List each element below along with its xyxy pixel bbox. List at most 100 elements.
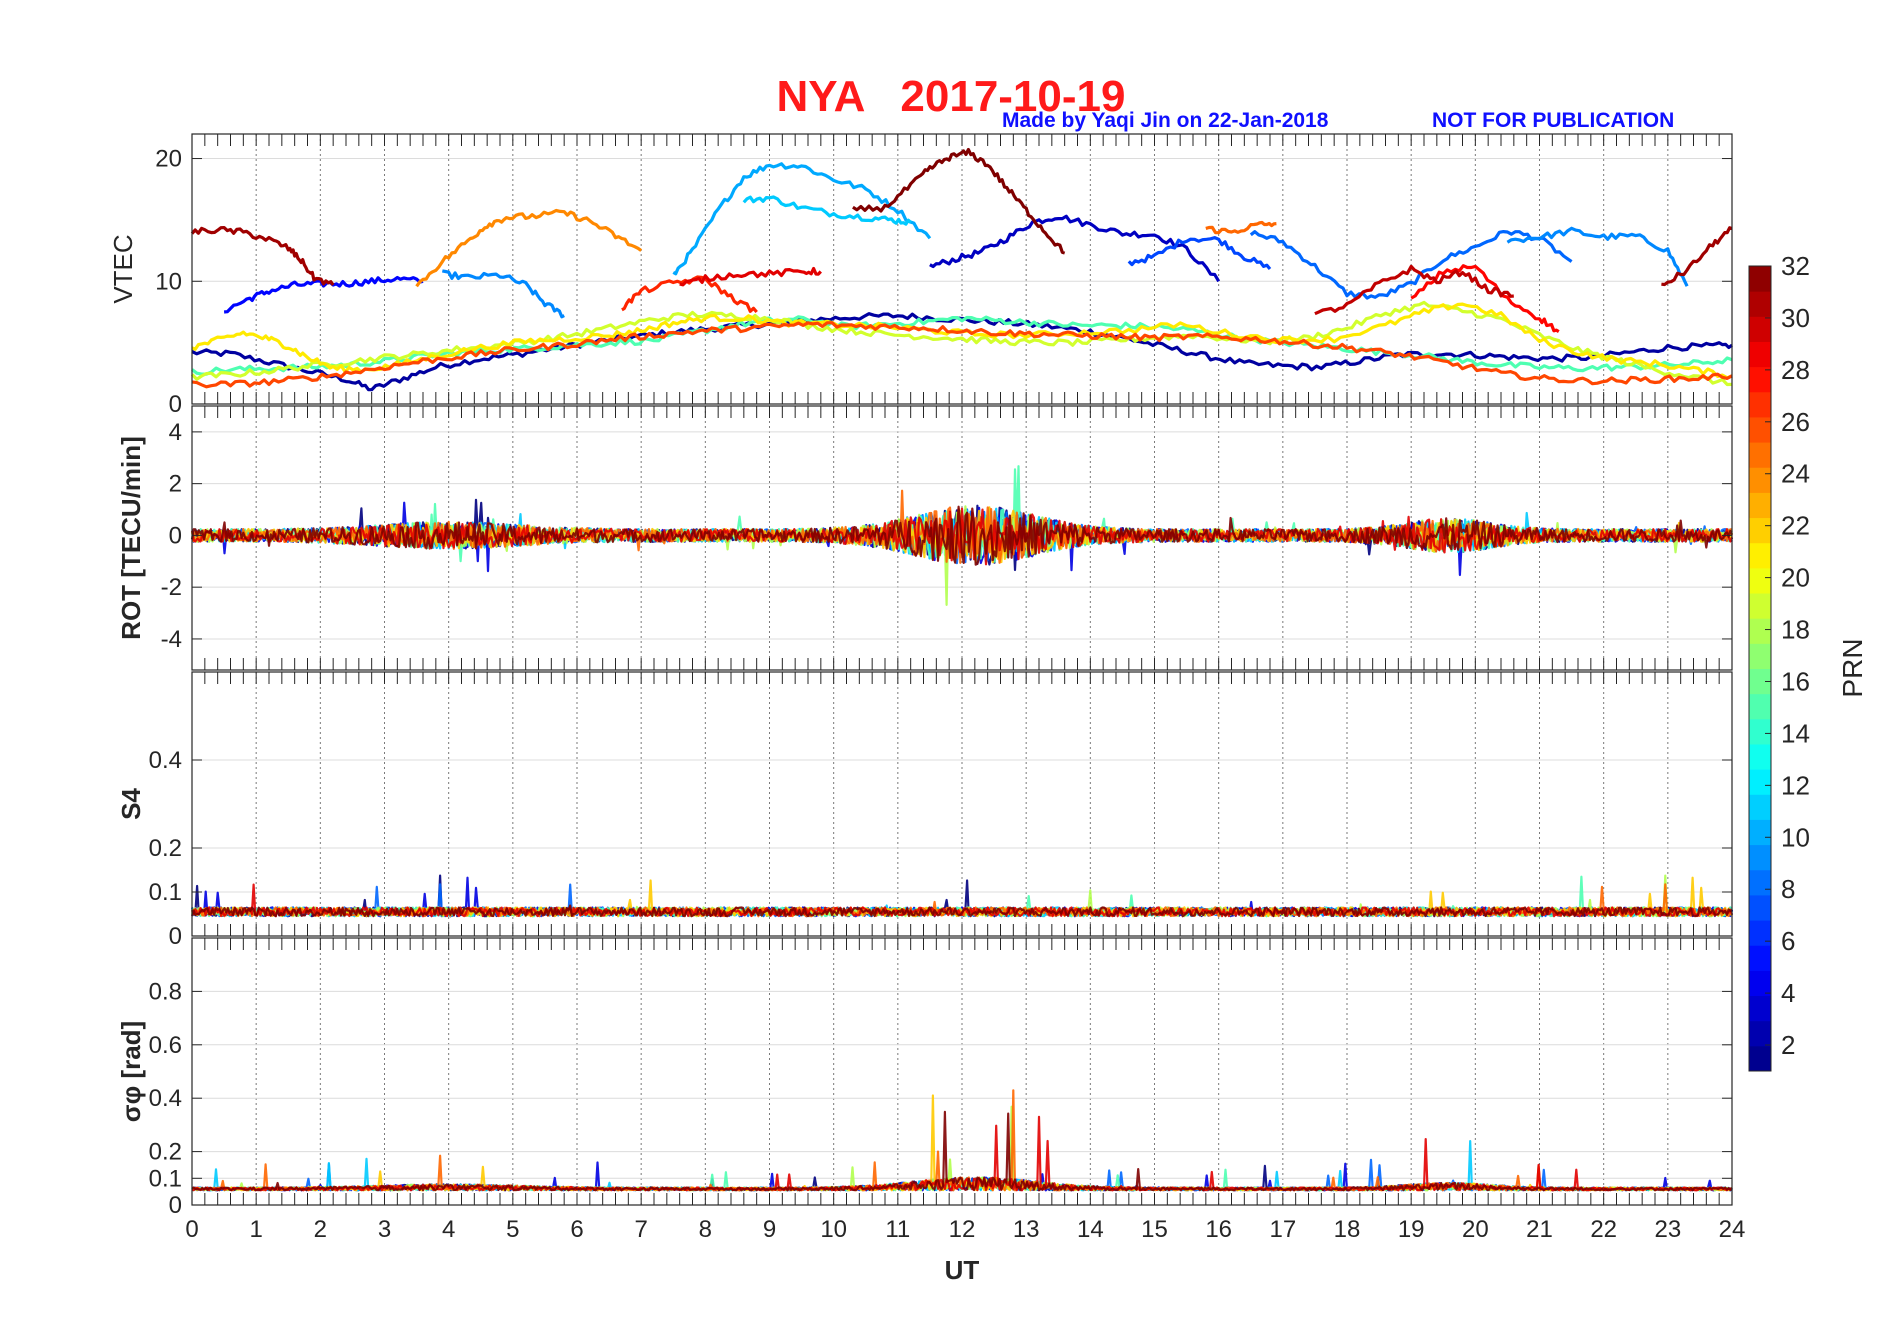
vtec-series-prn-21 [191, 302, 1733, 380]
rot-ytick-label: -2 [161, 574, 182, 601]
vtec-series-prn-30 [1314, 264, 1514, 316]
colorbar-segment [1749, 416, 1771, 443]
rot-ytick-label: 2 [169, 471, 182, 498]
colorbar-tick-label: 12 [1781, 770, 1810, 800]
colorbar-tick-label: 24 [1781, 459, 1810, 489]
s4-ytick-label: 0.1 [149, 879, 182, 906]
vtec-series-prn-10 [672, 162, 932, 276]
xtick-label: 24 [1719, 1216, 1746, 1243]
s4-ytick-label: 0 [169, 923, 182, 950]
colorbar-segment [1749, 794, 1771, 820]
s4-ytick-label: 0.2 [149, 835, 182, 862]
vtec-series-prn-3 [929, 214, 1221, 283]
colorbar-segment [1749, 316, 1771, 342]
colorbar-segment [1749, 894, 1771, 921]
colorbar-segment [1749, 693, 1771, 720]
sigma_phi-trace-prn-32 [191, 1110, 1733, 1192]
colorbar-segment [1749, 1045, 1771, 1072]
colorbar-segment [1749, 920, 1771, 946]
sigma_phi-ytick-label: 0.2 [149, 1139, 182, 1166]
colorbar-segment [1749, 492, 1771, 519]
colorbar-tick-label: 30 [1781, 303, 1810, 333]
figure-title: NYA 2017-10-19 [776, 72, 1126, 121]
colorbar-tick-label: 18 [1781, 615, 1810, 645]
sigma_phi-ytick-label: 0.4 [149, 1085, 182, 1112]
colorbar-tick-label: 16 [1781, 666, 1810, 696]
xtick-label: 8 [699, 1216, 712, 1243]
colorbar-segment [1749, 995, 1771, 1022]
vtec-series-prn-25 [1205, 220, 1277, 235]
xtick-label: 7 [634, 1216, 647, 1243]
colorbar-segment [1749, 869, 1771, 896]
x-axis-label: UT [945, 1255, 980, 1285]
xtick-label: 13 [1013, 1216, 1040, 1243]
vtec-ylabel: VTEC [108, 234, 138, 303]
xtick-label: 20 [1462, 1216, 1489, 1243]
vtec-series-prn-8 [1249, 230, 1573, 300]
xtick-label: 18 [1334, 1216, 1361, 1243]
sigma_phi-ytick-label: 0.8 [149, 978, 182, 1005]
colorbar-tick-label: 28 [1781, 355, 1810, 385]
colorbar-segment [1749, 542, 1771, 569]
xtick-label: 9 [763, 1216, 776, 1243]
vtec-series-prn-7 [1127, 236, 1272, 271]
vtec-ytick-label: 10 [155, 268, 182, 295]
colorbar-label: PRN [1837, 638, 1868, 697]
colorbar-tick-label: 14 [1781, 718, 1810, 748]
vtec-series-prn-31 [190, 226, 335, 286]
xtick-label: 2 [314, 1216, 327, 1243]
vtec-series-prn-27 [621, 275, 758, 314]
colorbar-segment [1749, 467, 1771, 493]
xtick-label: 6 [570, 1216, 583, 1243]
sigma_phi-ylabel: σφ [rad] [116, 1021, 146, 1122]
vtec-series-prn-9 [442, 269, 565, 319]
xtick-label: 23 [1654, 1216, 1681, 1243]
colorbar-tick-label: 26 [1781, 407, 1810, 437]
colorbar-segment [1749, 366, 1771, 393]
colorbar-tick-label: 22 [1781, 511, 1810, 541]
vtec-series-prn-11 [742, 195, 912, 226]
xtick-label: 5 [506, 1216, 519, 1243]
vtec-series-prn-32 [852, 147, 1066, 255]
sigma_phi-ytick-label: 0 [169, 1192, 182, 1219]
colorbar-segment [1749, 517, 1771, 544]
rot-ylabel: ROT [TECU/min] [116, 436, 146, 640]
sigma_phi-ytick-label: 0.6 [149, 1032, 182, 1059]
vtec-series-prn-19 [190, 300, 1733, 387]
colorbar-tick-label: 32 [1781, 251, 1810, 281]
xtick-label: 11 [885, 1216, 910, 1243]
vtec-series-prn-24 [415, 208, 643, 288]
colorbar-segment [1749, 945, 1771, 971]
xtick-label: 22 [1590, 1216, 1617, 1243]
xtick-label: 19 [1398, 1216, 1425, 1243]
colorbar-segment [1749, 819, 1771, 846]
colorbar-segment [1749, 1020, 1771, 1047]
vtec-series-prn-31 [1661, 226, 1733, 287]
sigma_phi-plot-area [192, 938, 1732, 1205]
colorbar-tick-label: 6 [1781, 926, 1795, 956]
colorbar-tick-label: 2 [1781, 1030, 1795, 1060]
colorbar-segment [1749, 341, 1771, 368]
credit-text: Made by Yaqi Jin on 22-Jan-2018 [1002, 109, 1329, 132]
xtick-label: 17 [1269, 1216, 1296, 1243]
s4-ytick-label: 0.4 [149, 747, 182, 774]
colorbar-tick-label: 8 [1781, 874, 1795, 904]
xtick-label: 14 [1077, 1216, 1104, 1243]
colorbar-segment [1749, 567, 1771, 594]
colorbar-segment [1749, 266, 1771, 292]
xtick-label: 15 [1141, 1216, 1168, 1243]
vtec-series-prn-29 [679, 266, 822, 287]
xtick-label: 0 [185, 1216, 198, 1243]
sigma_phi-ytick-label: 0.1 [149, 1165, 182, 1192]
colorbar-segment [1749, 618, 1771, 644]
rot-trace-prn-29 [190, 507, 1734, 566]
rot-trace-prn-32 [190, 505, 1734, 566]
vtec-ytick-label: 0 [169, 391, 182, 418]
xtick-label: 3 [378, 1216, 391, 1243]
colorbar-segment [1749, 442, 1771, 468]
vtec-ytick-label: 20 [155, 146, 182, 173]
vtec-series-prn-26 [191, 321, 1733, 389]
vtec-series-prn-28 [1410, 264, 1560, 333]
rot-ytick-label: -4 [161, 626, 182, 653]
